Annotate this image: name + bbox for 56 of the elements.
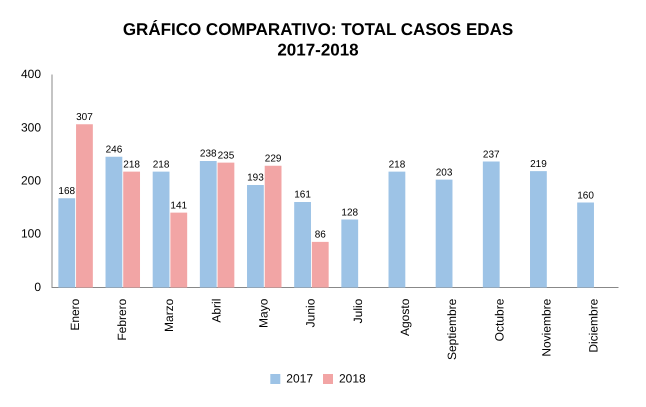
bar — [123, 172, 140, 288]
data-label: 141 — [170, 200, 188, 212]
bar — [247, 184, 264, 288]
y-tick-label: 200 — [20, 174, 42, 188]
bar — [152, 172, 170, 288]
bar — [264, 166, 282, 288]
data-label: 203 — [436, 167, 453, 178]
x-tick-label: Julio — [350, 298, 365, 324]
chart-title: GRÁFICO COMPARATIVO: TOTAL CASOS EDAS 2017-2018 — [122, 18, 514, 60]
data-label: 161 — [294, 190, 312, 201]
bar — [436, 180, 452, 288]
x-tick-label: Octubre — [492, 298, 506, 342]
data-label: 235 — [218, 150, 235, 162]
data-label: 219 — [530, 158, 548, 170]
bar — [294, 202, 311, 288]
x-tick-label: Enero — [68, 298, 82, 331]
x-tick-label: Febrero — [115, 298, 130, 341]
data-label: 160 — [577, 190, 594, 202]
data-label: 86 — [314, 230, 326, 241]
data-label: 168 — [58, 186, 76, 197]
data-label: 237 — [482, 149, 500, 160]
data-label: 218 — [152, 159, 170, 170]
data-label: 218 — [388, 159, 406, 170]
y-tick-label: 400 — [20, 67, 42, 82]
x-tick-label: Marzo — [162, 298, 176, 332]
x-tick-label: Diciembre — [586, 298, 601, 353]
legend-label: 2018 — [339, 371, 366, 386]
bar — [106, 156, 122, 288]
data-label: 193 — [247, 172, 264, 184]
bar — [200, 161, 217, 288]
legend-label: 2017 — [286, 371, 314, 386]
data-label: 246 — [106, 144, 123, 156]
data-label: 218 — [123, 159, 140, 170]
data-label: 307 — [76, 112, 94, 124]
x-tick-label: Agosto — [398, 298, 412, 336]
y-tick-label: 300 — [20, 120, 42, 134]
x-tick-label: Abril — [209, 298, 224, 323]
bar — [170, 212, 188, 288]
bar — [388, 172, 406, 288]
bar — [312, 242, 329, 288]
bar — [482, 162, 500, 288]
data-label: 238 — [200, 148, 218, 160]
bar — [58, 198, 76, 288]
bar — [218, 162, 234, 288]
x-tick-label: Noviembre — [540, 298, 554, 357]
bar — [76, 124, 93, 288]
data-label: 229 — [264, 154, 282, 165]
bar — [530, 171, 547, 288]
bar — [341, 220, 358, 288]
x-tick-label: Septiembre — [445, 298, 460, 360]
x-tick-label: Junio — [304, 298, 318, 328]
bar — [577, 202, 594, 288]
x-tick-label: Mayo — [256, 298, 271, 328]
y-tick-label: 100 — [20, 226, 42, 241]
data-label: 128 — [341, 207, 359, 218]
y-tick-label: 0 — [34, 280, 42, 294]
